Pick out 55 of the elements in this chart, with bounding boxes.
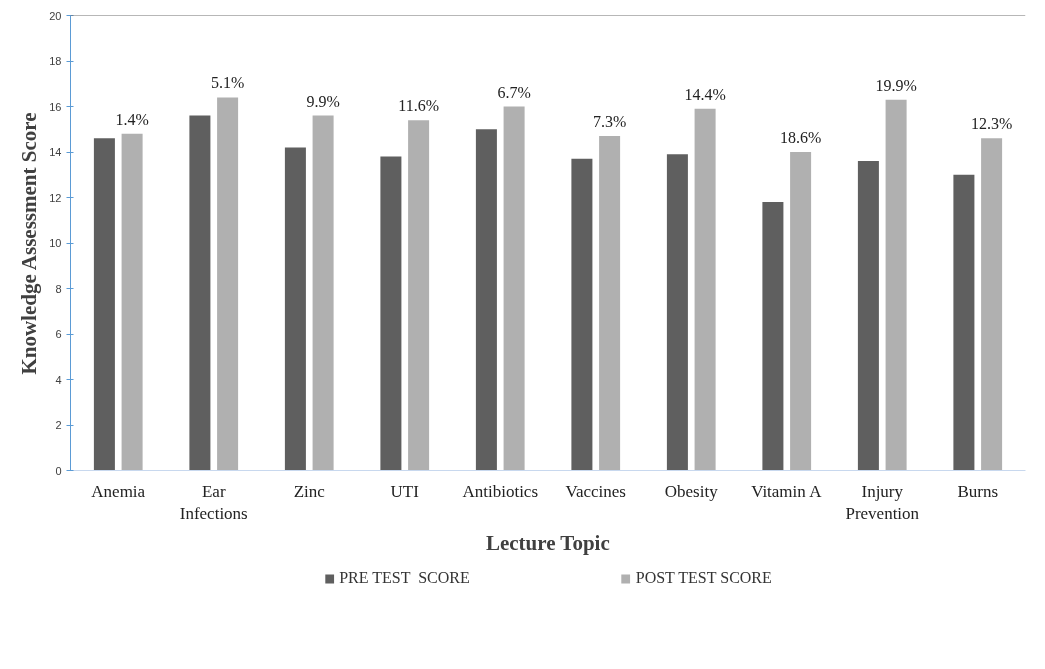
bar — [217, 97, 239, 471]
legend-label: PRE TEST SCORE — [339, 569, 470, 587]
bar — [981, 138, 1003, 471]
bar — [694, 108, 716, 471]
x-tick-label: Ear Infections — [179, 481, 248, 524]
annotation: 9.9% — [306, 92, 340, 110]
bar — [93, 138, 115, 471]
annotation: 7.3% — [592, 113, 627, 131]
x-tick-label: Anemia — [91, 481, 146, 501]
bar — [571, 158, 593, 471]
bar — [408, 120, 430, 471]
annotation: 6.7% — [497, 83, 531, 101]
y-tick-label: 12 — [49, 191, 62, 204]
y-tick-label: 0 — [55, 464, 62, 477]
x-tick-label: Injury Prevention — [845, 481, 920, 524]
y-tick-label: 14 — [49, 146, 62, 158]
y-tick-label: 16 — [49, 100, 62, 113]
y-tick-label: 4 — [55, 373, 62, 386]
legend-label: POST TEST SCORE — [635, 569, 772, 587]
bar — [885, 99, 907, 471]
bar — [857, 161, 879, 471]
y-tick-label: 10 — [49, 237, 62, 249]
bar — [790, 152, 812, 471]
bar — [953, 174, 975, 471]
annotation: 5.1% — [210, 74, 245, 92]
x-tick-label: Zinc — [293, 481, 326, 501]
bar — [189, 115, 211, 471]
annotation: 19.9% — [875, 76, 917, 94]
y-tick-label: 6 — [55, 328, 62, 340]
bar — [284, 147, 306, 471]
x-tick-label: Vitamin A — [751, 481, 823, 501]
annotation: 12.3% — [970, 115, 1013, 133]
x-tick-label: Vaccines — [565, 481, 626, 501]
bar — [599, 136, 621, 471]
y-tick-label: 18 — [49, 55, 62, 67]
annotation: 18.6% — [779, 129, 822, 146]
annotation: 14.4% — [684, 85, 726, 103]
bar — [475, 129, 497, 471]
y-tick-label: 2 — [55, 419, 62, 431]
x-axis-title: Lecture Topic — [485, 531, 610, 556]
bar — [380, 156, 402, 471]
bar — [762, 202, 784, 471]
y-tick-label: 20 — [49, 9, 62, 22]
y-axis-title: Knowledge Assessment Score — [17, 112, 42, 375]
bar — [666, 154, 688, 471]
x-tick-label: Obesity — [664, 481, 719, 501]
x-tick-label: UTI — [390, 481, 420, 501]
bar — [503, 106, 525, 471]
annotation: 1.4% — [115, 110, 149, 128]
x-tick-label: Antibiotics — [462, 481, 539, 501]
x-tick-label: Burns — [957, 481, 999, 501]
annotation: 11.6% — [398, 97, 439, 115]
y-tick-label: 8 — [55, 282, 62, 295]
bar — [121, 133, 143, 471]
bar — [312, 115, 334, 471]
